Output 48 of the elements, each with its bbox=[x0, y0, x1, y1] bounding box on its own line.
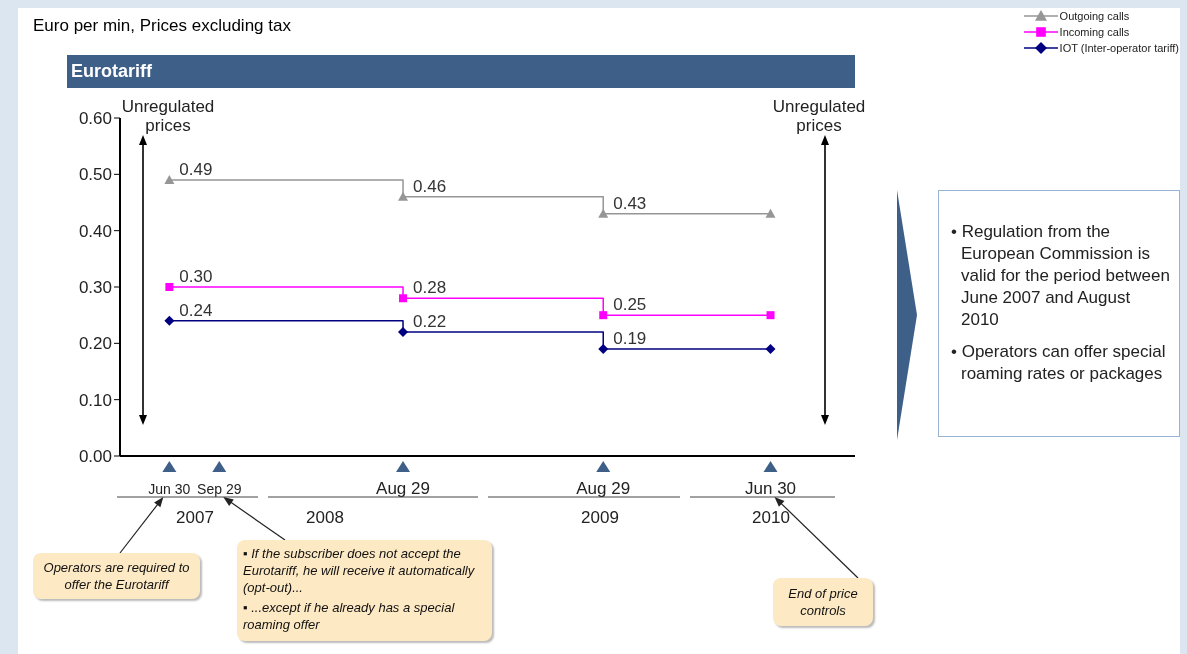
text: 2010 bbox=[751, 508, 791, 527]
x-tick-label: Jun 30 bbox=[148, 481, 191, 497]
legend-label: IOT (Inter-operator tariff) bbox=[1059, 41, 1179, 56]
point bbox=[765, 343, 776, 354]
data-label: 0.43 bbox=[613, 193, 647, 213]
data-label: 0.25 bbox=[613, 295, 647, 315]
text: 2009 bbox=[580, 508, 620, 527]
x-tick-label: Sep 29 bbox=[197, 481, 242, 497]
point bbox=[765, 208, 776, 218]
y-tick-label: 0.10 bbox=[78, 390, 112, 410]
x-tick-label: Aug 29 bbox=[576, 479, 631, 498]
point bbox=[599, 311, 608, 320]
text: ▪ If the subscriber does not accept the Eurotariff, he will receive it automatically (opt-out)... ▪ ...except if he already has a special roaming offer bbox=[243, 545, 476, 633]
x-tick-label: Jun 30 bbox=[745, 479, 797, 498]
legend-label: Incoming calls bbox=[1059, 25, 1130, 40]
data-label: 0.28 bbox=[413, 278, 447, 298]
text: • Regulation from the European Commission is valid for the period between June 2007 and August 2010 • Operators can offer special roaming rates or packages bbox=[951, 221, 1171, 385]
data-label: 0.24 bbox=[179, 300, 213, 320]
point bbox=[598, 208, 609, 218]
point bbox=[598, 343, 609, 354]
y-tick-label: 0.50 bbox=[78, 165, 112, 185]
y-tick-label: 0.00 bbox=[78, 447, 112, 467]
text: 2007 bbox=[175, 508, 215, 527]
chart-title: Euro per min, Prices excluding tax bbox=[33, 16, 291, 36]
y-tick-label: 0.40 bbox=[78, 221, 112, 241]
point bbox=[164, 315, 175, 326]
y-tick-label: 0.20 bbox=[78, 334, 112, 354]
text: End of price controls bbox=[787, 585, 859, 619]
point bbox=[398, 327, 409, 338]
data-label: 0.22 bbox=[413, 312, 447, 332]
data-label: 0.19 bbox=[613, 328, 647, 348]
point bbox=[165, 283, 174, 291]
chart-subtitle: Eurotariff bbox=[67, 55, 855, 88]
text: 2008 bbox=[305, 508, 345, 527]
legend-label: Outgoing calls bbox=[1059, 9, 1130, 24]
data-label: 0.30 bbox=[179, 267, 213, 286]
point bbox=[399, 294, 408, 303]
point bbox=[398, 191, 409, 201]
point bbox=[766, 311, 775, 320]
y-tick-label: 0.60 bbox=[78, 109, 112, 129]
data-label: 0.49 bbox=[179, 159, 213, 179]
data-label: 0.46 bbox=[413, 176, 447, 196]
annotation: Unregulated prices bbox=[120, 97, 216, 135]
text: Operators are required to offer the Eurotariff bbox=[42, 559, 191, 593]
y-tick-label: 0.30 bbox=[78, 278, 112, 298]
annotation: Unregulated prices bbox=[771, 97, 867, 135]
point bbox=[164, 174, 175, 184]
x-tick-label: Aug 29 bbox=[376, 479, 430, 498]
